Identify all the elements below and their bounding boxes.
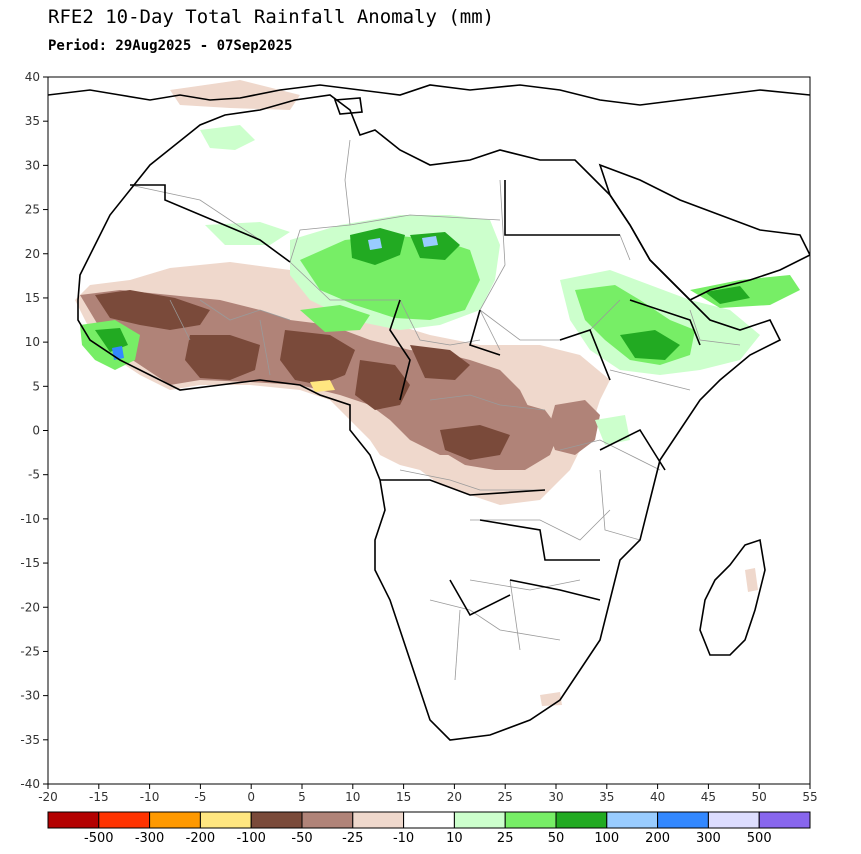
color-legend: -500 -300 -200 -100 -50 -25 -10 10 25 50 100 200 300… (47, 811, 811, 846)
x-tick-label: 0 (247, 790, 255, 804)
y-tick-label: 25 (25, 203, 40, 217)
map-title: RFE2 10-Day Total Rainfall Anomaly (mm) (48, 6, 495, 28)
sicily-coastline (333, 97, 363, 115)
legend-label: 100 (594, 831, 619, 846)
legend-label: 500 (747, 831, 772, 846)
legend-swatch (504, 811, 557, 829)
y-tick-label: -30 (20, 689, 40, 703)
legend-label: -300 (135, 831, 165, 846)
surplus-strong-ethiopia (620, 330, 680, 360)
surplus-mid-nigeria (300, 305, 370, 332)
legend-swatch (301, 811, 354, 829)
legend-swatch (758, 811, 811, 829)
y-tick-label: 20 (25, 247, 40, 261)
x-tick-label: -5 (194, 790, 206, 804)
x-tick-label: 5 (298, 790, 306, 804)
legend-swatch (606, 811, 659, 829)
deficit-strong-nigeria (280, 330, 355, 385)
legend-label: -500 (84, 831, 114, 846)
legend-label: 50 (548, 831, 565, 846)
deficit-light-maghreb (170, 80, 300, 110)
deficit-light-nigeria-coast (310, 380, 335, 392)
surplus-light-east-africa (595, 415, 630, 445)
legend-label: -10 (393, 831, 414, 846)
x-tick-label: -20 (38, 790, 58, 804)
legend-label: -25 (342, 831, 363, 846)
legend-swatch (453, 811, 506, 829)
x-tick-label: -15 (89, 790, 109, 804)
legend-label: 10 (446, 831, 463, 846)
legend-label: -100 (236, 831, 266, 846)
y-tick-label: -35 (20, 733, 40, 747)
legend-label: 300 (696, 831, 721, 846)
legend-swatch (657, 811, 709, 829)
x-tick-label: 20 (447, 790, 462, 804)
legend-swatch (98, 811, 151, 829)
x-tick-label: 35 (599, 790, 614, 804)
legend-swatch (199, 811, 252, 829)
x-axis: -20 -15 -10 -5 0 5 10 15 20 25 30 35 40 45 50 55 (38, 784, 818, 804)
x-tick-label: 10 (345, 790, 360, 804)
legend-swatch (403, 811, 455, 829)
deficit-strong-car (410, 345, 470, 380)
y-tick-label: 35 (25, 114, 40, 128)
y-tick-label: -10 (20, 512, 40, 526)
africa-coastline (77, 94, 782, 741)
y-tick-label: -5 (28, 468, 40, 482)
x-tick-label: 45 (701, 790, 716, 804)
map-period: Period: 29Aug2025 - 07Sep2025 (48, 38, 293, 54)
y-tick-label: 5 (32, 379, 40, 393)
y-tick-label: 10 (25, 335, 40, 349)
y-tick-label: 0 (32, 424, 40, 438)
x-tick-label: 55 (802, 790, 817, 804)
surplus-blue-patch-2 (422, 236, 438, 247)
y-tick-label: -40 (20, 777, 40, 791)
legend-swatch (149, 811, 201, 829)
deficit-strong-cameroon (355, 360, 410, 410)
europe-coastline (48, 84, 810, 106)
deficit-strong-coast (185, 335, 260, 380)
surplus-strong-guinea (95, 328, 128, 352)
major-borders (130, 180, 701, 617)
x-tick-label: 50 (752, 790, 767, 804)
x-tick-label: 25 (498, 790, 513, 804)
surplus-light-morocco (200, 125, 255, 150)
deficit-strong-congo (440, 425, 510, 460)
x-tick-label: 40 (650, 790, 665, 804)
arabia-coastline (598, 163, 810, 301)
internal-borders (129, 139, 741, 681)
legend-swatch (250, 811, 303, 829)
surplus-light-algeria (205, 222, 290, 245)
y-tick-label: 40 (25, 70, 40, 84)
anomaly-shading (75, 80, 800, 706)
deficit-light-south-africa (540, 692, 562, 706)
legend-label: 200 (645, 831, 670, 846)
x-tick-label: 15 (396, 790, 411, 804)
x-tick-label: 30 (548, 790, 563, 804)
surplus-strong-yemen (705, 286, 750, 304)
legend-swatch (47, 811, 100, 829)
deficit-mid-east (548, 400, 600, 455)
deficit-light-madagascar (745, 568, 758, 592)
x-tick-label: -10 (140, 790, 160, 804)
legend-label: -50 (291, 831, 312, 846)
legend-swatch (707, 811, 760, 829)
y-tick-label: -15 (20, 556, 40, 570)
y-tick-label: -25 (20, 644, 40, 658)
legend-swatch (352, 811, 405, 829)
legend-label: 25 (497, 831, 514, 846)
y-tick-label: 15 (25, 291, 40, 305)
surplus-blue-patch-1 (368, 238, 382, 250)
deficit-strong-sahel-west (95, 290, 210, 330)
madagascar-coastline (699, 538, 766, 656)
y-tick-label: 30 (25, 158, 40, 172)
legend-swatch (555, 811, 608, 829)
y-tick-label: -20 (20, 600, 40, 614)
coastlines (48, 84, 810, 741)
y-axis: 40 35 30 25 20 15 10 5 0 -5 -10 -15 -20 -25 -30 -35 -40 (20, 70, 48, 791)
legend-label: -200 (186, 831, 216, 846)
